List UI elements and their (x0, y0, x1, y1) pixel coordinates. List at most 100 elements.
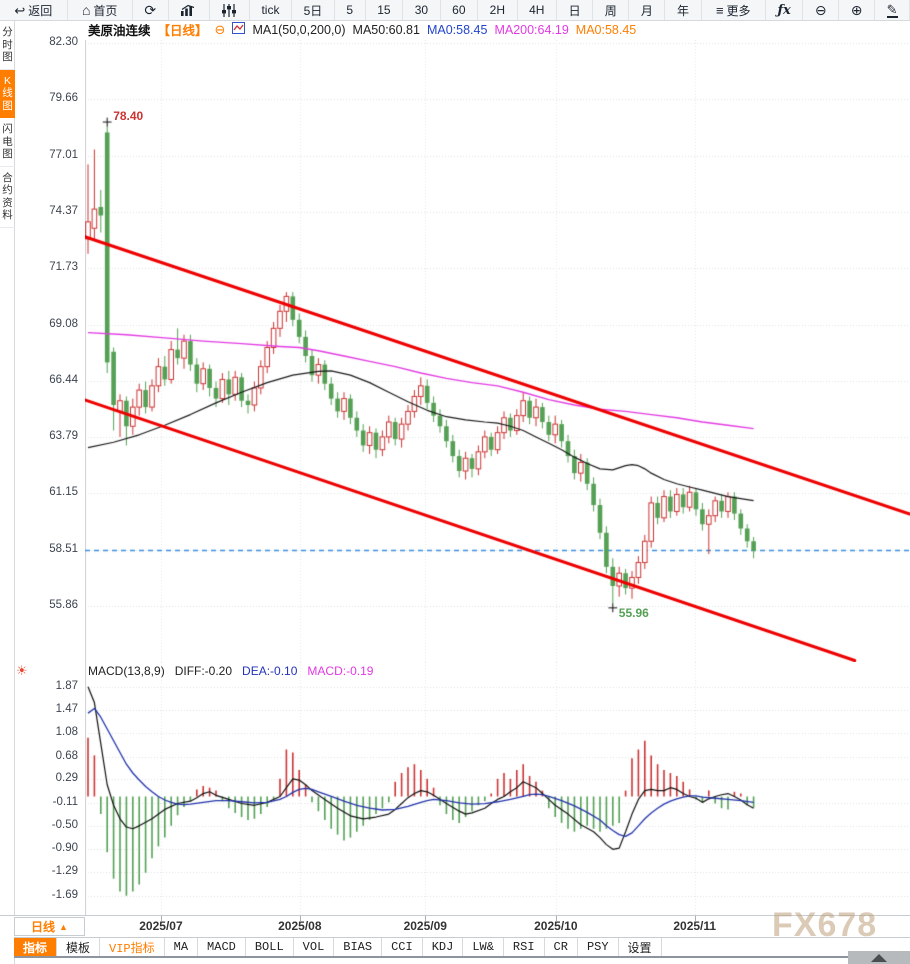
toolbar-label-period-2h: 2H (489, 3, 505, 17)
macd-y-tick: -0.90 (51, 842, 78, 855)
ma0-value-blue: MA0:58.45 (426, 22, 488, 37)
toolbar-button-period-5d[interactable]: 5日 (292, 0, 335, 20)
macd-y-tick: -0.50 (51, 818, 78, 831)
period-selector-label: 日线 (31, 920, 56, 934)
period-label: 【日线】 (157, 24, 208, 38)
toolbar-label-period-15: 15 (377, 3, 391, 17)
toolbar-label-period-month: 月 (640, 3, 653, 18)
bottom-tab-7[interactable]: VOL (294, 938, 335, 956)
toolbar-button-period-15[interactable]: 15 (366, 0, 404, 20)
bottom-tab-1[interactable]: 指标 (14, 938, 58, 956)
sidebar-tab-time-chart[interactable]: 分时图 (0, 21, 15, 70)
bottom-tab-12[interactable]: RSI (504, 938, 545, 956)
toolbar-button-indicator-fx[interactable]: ƒx (766, 0, 804, 20)
x-axis-tick (555, 916, 557, 921)
macd-y-tick: 1.08 (55, 726, 78, 739)
price-annotation: 55.96 (618, 605, 649, 620)
chart-header: 美原油连续 【日线】 ⊖ MA1(50,0,200,0) MA50:60.81 … (88, 21, 636, 39)
x-axis-tick (299, 916, 301, 921)
toolbar-label-more: 更多 (726, 3, 751, 18)
toolbar-label-period-30: 30 (414, 3, 429, 17)
sidebar-tab-lightning-chart[interactable]: 闪电图 (0, 118, 15, 167)
x-axis-label: 2025/09 (403, 919, 447, 933)
toolbar-button-period-day[interactable]: 日 (557, 0, 594, 20)
toolbar-button-home[interactable]: ⌂ 首页 (68, 0, 133, 20)
sidebar-tab-contract-info[interactable]: 合约资料 (0, 167, 15, 228)
bottom-tab-3[interactable]: VIP指标 (100, 938, 165, 956)
x-axis-label: 2025/11 (673, 919, 717, 933)
toolbar-label-period-5d: 5日 (303, 3, 323, 18)
toolbar-label-back: 返回 (28, 3, 53, 18)
bottom-tab-15[interactable]: 设置 (619, 938, 662, 956)
macd-y-tick: 1.87 (55, 679, 78, 692)
bottom-tab-10[interactable]: KDJ (423, 938, 464, 956)
bottom-tab-6[interactable]: BOLL (246, 938, 294, 956)
toolbar-button-period-year[interactable]: 年 (665, 0, 702, 20)
price-y-tick: 63.79 (49, 430, 78, 443)
toolbar-button-period-month[interactable]: 月 (629, 0, 666, 20)
toolbar-button-back[interactable]: ↩ 返回 (0, 0, 68, 20)
x-axis-tick (160, 916, 162, 921)
indicator-sun-icon[interactable]: ☀ (16, 663, 28, 678)
toolbar-button-candle-chart[interactable] (210, 0, 250, 20)
x-axis-label: 2025/08 (278, 919, 322, 933)
mini-chart-icon (232, 22, 246, 37)
price-y-tick: 82.30 (49, 36, 78, 48)
toolbar-button-zoom-out[interactable]: ⊖ (803, 0, 840, 20)
bottom-tab-8[interactable]: BIAS (334, 938, 383, 956)
price-annotation: 78.40 (113, 109, 144, 124)
toolbar-label-period-week: 周 (604, 3, 617, 18)
x-axis-tick (694, 916, 696, 921)
period-selector[interactable]: 日线 ▲ (14, 917, 85, 936)
x-axis-label: 2025/07 (139, 919, 183, 933)
toolbar-label-period-day: 日 (568, 3, 581, 18)
toolbar-label-home: 首页 (93, 3, 118, 18)
x-axis-row (0, 915, 910, 937)
toolbar-button-period-60[interactable]: 60 (441, 0, 479, 20)
macd-chart-canvas[interactable] (85, 662, 910, 915)
toolbar-button-period-5[interactable]: 5 (335, 0, 366, 20)
toolbar-button-draw[interactable]: ✎ (875, 0, 910, 20)
price-y-tick: 77.01 (49, 148, 78, 161)
toolbar-button-period-30[interactable]: 30 (403, 0, 441, 20)
price-y-tick: 74.37 (49, 204, 78, 217)
minus-circle-icon[interactable]: ⊖ (214, 21, 226, 37)
toolbar-button-tick[interactable]: tick (250, 0, 293, 20)
toolbar-button-refresh[interactable]: ⟳ (133, 0, 169, 20)
toolbar-button-zoom-in[interactable]: ⊕ (839, 0, 876, 20)
ma50-value: MA50:60.81 (352, 22, 420, 37)
macd-y-tick: -0.11 (52, 795, 78, 808)
ma-settings-label: MA1(50,0,200,0) (252, 22, 346, 37)
bottom-tab-14[interactable]: PSY (578, 938, 619, 956)
horizontal-scrollbar[interactable] (848, 951, 910, 964)
price-y-tick: 79.66 (49, 92, 78, 105)
toolbar-button-more[interactable]: ≡ 更多 (702, 0, 766, 20)
chevron-up-icon: ▲ (59, 921, 68, 932)
price-y-tick: 55.86 (49, 599, 78, 611)
macd-y-tick: -1.69 (51, 888, 78, 901)
toolbar-button-period-4h[interactable]: 4H (518, 0, 558, 20)
x-axis-label: 2025/10 (534, 919, 578, 933)
macd-y-tick: 0.68 (55, 749, 78, 762)
toolbar-button-period-2h[interactable]: 2H (478, 0, 518, 20)
toolbar-button-bar-chart[interactable] (169, 0, 210, 20)
toolbar-button-period-week[interactable]: 周 (593, 0, 630, 20)
price-y-tick: 66.44 (49, 373, 78, 386)
toolbar-label-period-60: 60 (452, 3, 466, 17)
toolbar-label-period-year: 年 (677, 3, 690, 18)
price-y-tick: 61.15 (49, 486, 78, 499)
bottom-tab-13[interactable]: CR (545, 938, 578, 956)
toolbar-label-tick: tick (261, 3, 280, 17)
macd-y-tick: -1.29 (51, 865, 78, 878)
bottom-tab-2[interactable]: 模板 (57, 938, 101, 956)
toolbar-label-period-4h: 4H (529, 3, 545, 17)
scroll-up-icon (871, 953, 887, 962)
bottom-tab-9[interactable]: CCI (382, 938, 423, 956)
bottom-tab-4[interactable]: MA (165, 938, 199, 956)
price-chart-canvas[interactable] (85, 40, 910, 662)
bottom-tab-11[interactable]: LW& (463, 938, 504, 956)
bottom-tab-5[interactable]: MACD (198, 938, 246, 956)
